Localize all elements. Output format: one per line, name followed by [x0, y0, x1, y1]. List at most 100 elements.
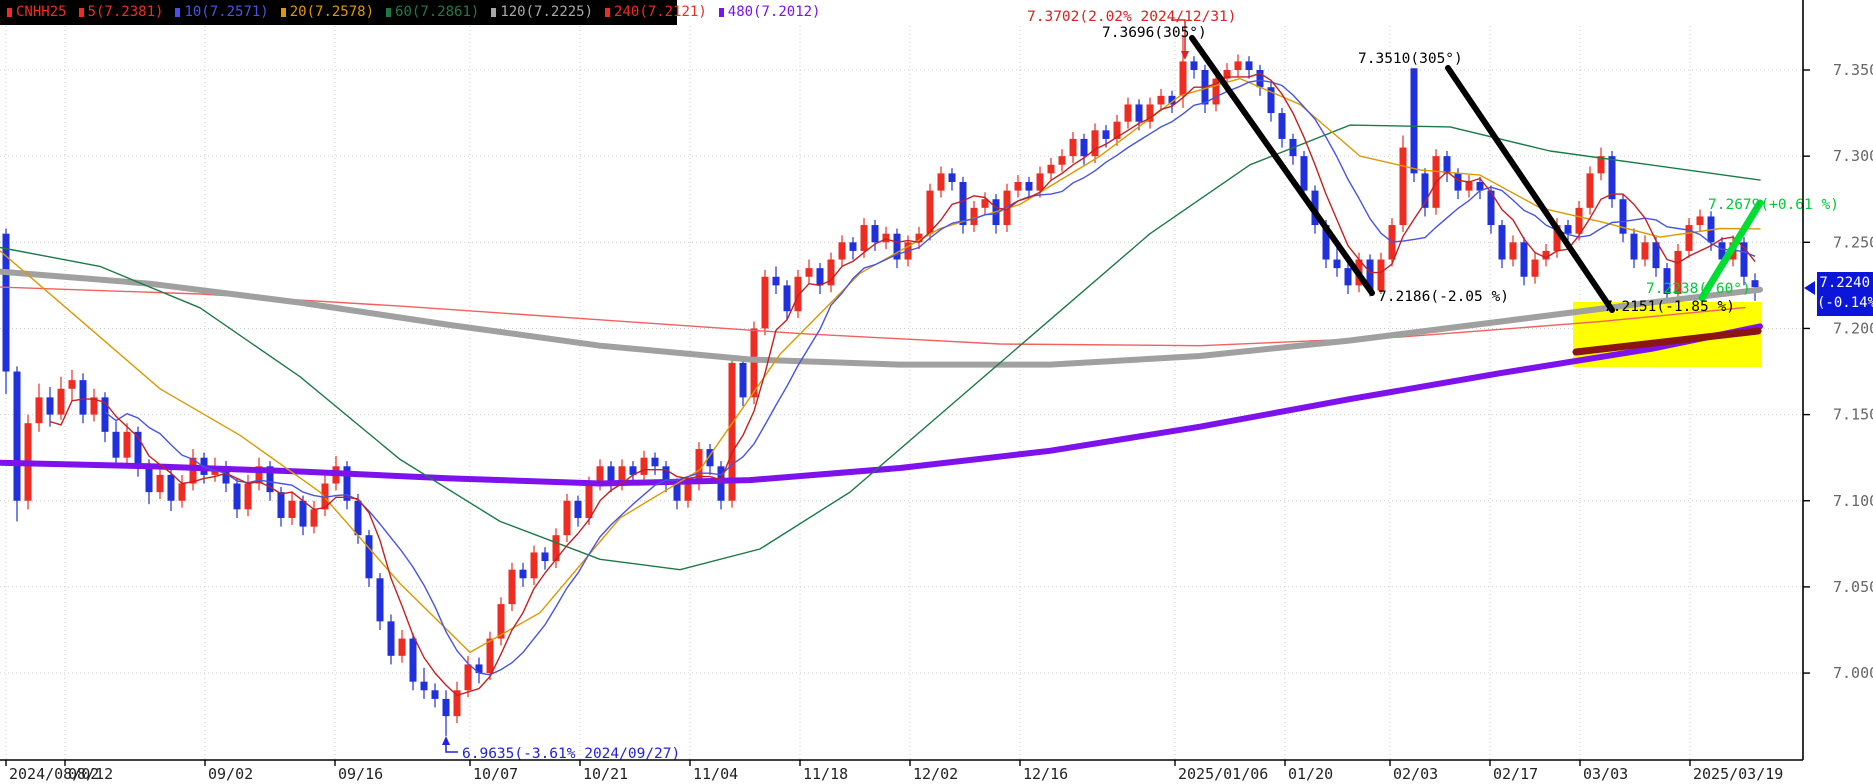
candle-up: [57, 388, 65, 415]
legend-label: 480(7.2012): [727, 4, 821, 20]
candle-up: [486, 638, 494, 674]
candle-down: [739, 362, 747, 398]
candle-down: [1487, 190, 1495, 226]
black-trendline-2: [1445, 65, 1615, 313]
candle-down: [519, 569, 527, 579]
candle-up: [1674, 250, 1682, 294]
candle-up: [1146, 104, 1154, 122]
candle-up: [156, 474, 164, 493]
candle-up: [1014, 181, 1022, 191]
candle-down: [629, 466, 637, 475]
x-tick-label: 09/16: [338, 765, 383, 783]
candle-up: [552, 535, 560, 562]
candle-down: [1344, 268, 1352, 286]
candle-up: [1465, 181, 1473, 191]
chart-legend: CNHH25 5(7.2381) 10(7.2571) 20(7.2578) 6…: [0, 0, 820, 25]
candle-down: [948, 173, 956, 182]
candle-up: [1212, 78, 1220, 105]
x-tick-label: 2025/03/19: [1693, 765, 1783, 783]
candle-up: [860, 225, 868, 251]
candle-down: [1135, 104, 1143, 122]
candle-up: [1234, 61, 1242, 70]
candle-up: [508, 569, 516, 605]
candle-down: [1619, 199, 1627, 234]
candle-up: [1575, 207, 1583, 234]
candle-down: [1102, 130, 1110, 139]
candle-up: [882, 233, 890, 243]
candle-up: [1179, 61, 1187, 96]
candle-up: [1509, 242, 1517, 260]
candle-up: [695, 449, 703, 484]
candle-down: [1421, 173, 1429, 208]
candle-down: [816, 268, 824, 286]
candle-down: [354, 500, 362, 536]
candle-down: [893, 233, 901, 260]
x-tick-label: 03/03: [1583, 765, 1628, 783]
annotation-label: 7.2238( 60°): [1646, 281, 1751, 297]
low-pointer-arrowhead: [442, 736, 450, 745]
candle-down: [1751, 280, 1759, 288]
ma480-line: [0, 323, 1763, 487]
candle-up: [90, 397, 98, 415]
candle-up: [288, 500, 296, 518]
candle-up: [123, 431, 131, 458]
candle-up: [761, 276, 769, 329]
candle-down: [574, 500, 582, 518]
legend-swatch: [280, 8, 286, 17]
candle-down: [1300, 156, 1308, 191]
candle-down: [409, 638, 417, 682]
candle-down: [1498, 225, 1506, 260]
legend-swatch: [175, 8, 181, 17]
legend-item-ma10: 10(7.2571): [175, 0, 269, 25]
candle-down: [1410, 68, 1418, 174]
ma60-line: [0, 124, 1761, 571]
candle-down: [1652, 242, 1660, 269]
candle-up: [728, 362, 736, 501]
y-tick-label: 7.2500: [1833, 233, 1873, 251]
candle-down: [134, 431, 142, 467]
candle-down: [1278, 113, 1286, 139]
black-trendline-1: [1189, 35, 1375, 296]
legend-label: 60(7.2861): [395, 4, 480, 20]
candle-down: [13, 371, 21, 501]
candle-up: [497, 604, 505, 639]
green-arrow-line: [1698, 199, 1764, 302]
legend-swatch: [718, 8, 724, 17]
legend-item-ma240: 240(7.2121): [605, 0, 707, 25]
candle-down: [1630, 233, 1638, 260]
annotation-label: 7.2151(-1.85 %): [1604, 299, 1735, 315]
candle-down: [299, 500, 307, 527]
candle-down: [706, 449, 714, 467]
high-pointer-arrowhead: [1181, 51, 1189, 60]
candle-up: [1113, 121, 1121, 139]
annotation-label: 6.9635(-3.61% 2024/09/27): [462, 746, 680, 762]
candle-down: [871, 225, 879, 243]
candle-up: [596, 466, 604, 484]
x-tick-label: 09/02: [208, 765, 253, 783]
y-tick-label: 7.2000: [1833, 319, 1873, 337]
candle-down: [46, 397, 54, 415]
low-pointer: [445, 742, 458, 753]
annotation-label: 7.3702(2.02% 2024/12/31): [1027, 9, 1237, 25]
candle-down: [1322, 225, 1330, 260]
candle-down: [1608, 156, 1616, 200]
candle-down: [1080, 138, 1088, 157]
candle-down: [607, 466, 615, 484]
candle-down: [365, 535, 373, 579]
candle-up: [255, 466, 263, 484]
x-tick-label: 2025/01/06: [1178, 765, 1268, 783]
candle-down: [431, 690, 439, 699]
candle-up: [1047, 164, 1055, 174]
last-price-badge: 7.2240 (-0.14%): [1817, 272, 1873, 316]
candle-up: [794, 276, 802, 312]
candle-up: [838, 242, 846, 260]
candle-down: [1190, 61, 1198, 70]
candle-down: [959, 181, 967, 226]
candle-up: [530, 552, 538, 579]
candle-up: [640, 457, 648, 475]
candle-down: [1256, 70, 1264, 88]
legend-swatch: [78, 8, 84, 17]
candle-down: [79, 380, 87, 415]
candle-down: [343, 466, 351, 501]
